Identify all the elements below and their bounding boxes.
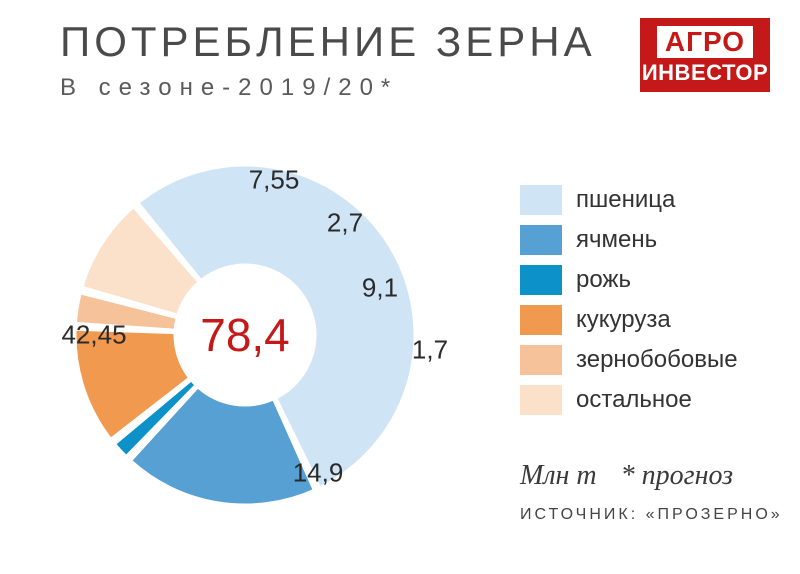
legend-label: остальное: [576, 386, 692, 414]
legend-swatch: [520, 225, 562, 255]
slice-value-label: 9,1: [362, 273, 398, 304]
legend-swatch: [520, 345, 562, 375]
legend-label: кукуруза: [576, 306, 671, 334]
logo-top-text: АГРО: [657, 26, 753, 58]
legend-swatch: [520, 305, 562, 335]
legend-item: рожь: [520, 265, 738, 295]
legend-swatch: [520, 385, 562, 415]
publisher-logo: АГРО ИНВЕСТОР: [640, 18, 770, 92]
chart-title: ПОТРЕБЛЕНИЕ ЗЕРНА: [60, 18, 596, 66]
legend-item: кукуруза: [520, 305, 738, 335]
legend-label: пшеница: [576, 186, 675, 214]
legend-item: зернобобовые: [520, 345, 738, 375]
units-line: Млн т * прогноз: [520, 460, 783, 492]
legend-label: ячмень: [576, 226, 657, 254]
legend-label: рожь: [576, 266, 631, 294]
logo-bottom-text: ИНВЕСТОР: [642, 62, 768, 84]
units-right: * прогноз: [621, 460, 733, 491]
units-left: Млн т: [520, 460, 597, 491]
legend-label: зернобобовые: [576, 346, 738, 374]
legend-item: остальное: [520, 385, 738, 415]
center-total: 78,4: [200, 308, 290, 362]
slice-value-label: 1,7: [412, 335, 448, 366]
legend-swatch: [520, 185, 562, 215]
legend-item: пшеница: [520, 185, 738, 215]
footnote-block: Млн т * прогноз ИСТОЧНИК: «ПРОЗЕРНО»: [520, 460, 783, 524]
donut-chart: 78,4 42,4514,91,79,12,77,55: [60, 150, 430, 520]
slice-value-label: 14,9: [293, 458, 344, 489]
slice-value-label: 42,45: [61, 320, 126, 351]
legend-swatch: [520, 265, 562, 295]
legend-item: ячмень: [520, 225, 738, 255]
chart-subtitle: В сезоне-2019/20*: [60, 74, 596, 102]
header-block: ПОТРЕБЛЕНИЕ ЗЕРНА В сезоне-2019/20*: [60, 18, 596, 102]
legend: пшеница ячмень рожь кукуруза зернобобовые ост…: [520, 185, 738, 425]
slice-value-label: 7,55: [249, 165, 300, 196]
source-line: ИСТОЧНИК: «ПРОЗЕРНО»: [520, 506, 783, 524]
slice-value-label: 2,7: [327, 208, 363, 239]
